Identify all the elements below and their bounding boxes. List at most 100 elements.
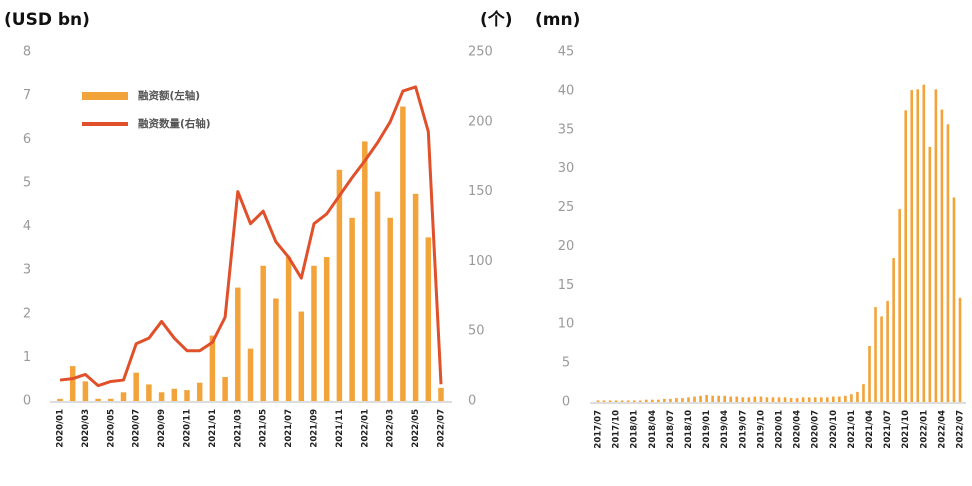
bar (222, 377, 228, 401)
x-tick-label: 2017/10 (612, 410, 622, 449)
bar (632, 400, 636, 402)
x-tick-label: 2017/07 (594, 410, 604, 449)
bar (82, 381, 89, 401)
bar (687, 397, 690, 402)
bar (323, 257, 330, 401)
x-tick-label: 2022/05 (411, 409, 421, 448)
x-tick-label: 2021/09 (310, 409, 320, 448)
x-tick-label: 2022/03 (386, 409, 396, 448)
x-tick-label: 2021/01 (208, 409, 218, 448)
bar (235, 287, 241, 401)
x-tick-label: 2022/01 (919, 410, 929, 449)
x-tick-label: 2020/09 (157, 409, 167, 448)
bar (789, 398, 793, 402)
y-tick-label: 3 (23, 263, 31, 278)
bar (669, 398, 672, 402)
x-tick-label: 2021/05 (259, 409, 269, 448)
bar (904, 110, 907, 402)
x-tick-label: 2020/05 (106, 409, 116, 448)
y2-tick-label: 0 (468, 394, 476, 409)
bar (910, 90, 914, 402)
y-tick-label: 5 (562, 356, 570, 371)
bar (862, 384, 865, 402)
bar (425, 237, 432, 401)
bar (759, 396, 763, 402)
bar (608, 400, 612, 402)
bar (844, 395, 847, 402)
bar (438, 387, 444, 401)
bar (614, 400, 618, 402)
y-tick-label: 45 (558, 45, 575, 60)
bar (952, 197, 956, 402)
bar (663, 398, 666, 402)
x-tick-label: 2020/07 (811, 410, 821, 449)
x-tick-label: 2021/04 (865, 410, 875, 449)
x-tick-label: 2022/07 (956, 410, 966, 449)
y-axis-label: (USD bn) (4, 10, 90, 30)
bar (832, 396, 835, 402)
y-tick-label: 7 (23, 88, 31, 103)
y-tick-label: 15 (558, 278, 575, 293)
bar (723, 395, 726, 402)
bar (626, 400, 630, 402)
bar (928, 146, 932, 402)
bar (681, 398, 684, 402)
bar (874, 307, 877, 402)
bar (657, 399, 660, 402)
y-tick-label: 4 (23, 219, 31, 234)
bar (120, 392, 127, 401)
bar (675, 398, 678, 402)
y-tick-label: 40 (558, 83, 575, 98)
bar (838, 396, 841, 402)
bar (850, 394, 853, 402)
bar (644, 399, 648, 402)
y-tick-label: 10 (558, 317, 575, 332)
legend-swatch (82, 92, 128, 100)
legend-label: 融资额(左轴) (138, 89, 200, 102)
bar (133, 372, 139, 401)
bar (596, 400, 600, 402)
x-tick-label: 2019/07 (738, 410, 748, 449)
bar (922, 84, 926, 403)
bar (298, 311, 305, 401)
bar (184, 390, 190, 401)
bar (741, 397, 745, 402)
bar (711, 395, 714, 402)
x-tick-label: 2021/11 (335, 409, 345, 448)
line (59, 85, 443, 388)
bar (946, 124, 950, 402)
bar (412, 193, 419, 401)
bar (940, 109, 944, 403)
bar (374, 191, 381, 401)
y-tick-label: 2 (23, 306, 31, 321)
bar (813, 397, 817, 402)
bar (158, 392, 165, 401)
bar (311, 265, 317, 401)
x-tick-label: 2018/01 (630, 410, 640, 449)
y-tick-label: 1 (23, 350, 31, 365)
bar (362, 141, 368, 401)
x-tick-label: 2018/04 (648, 410, 658, 449)
y-tick-label: 25 (558, 200, 575, 215)
bar (693, 396, 696, 402)
bar (273, 298, 279, 401)
bar (795, 398, 799, 402)
bar (336, 169, 343, 401)
bar (958, 297, 962, 402)
bar (753, 396, 757, 402)
bar (783, 397, 787, 402)
y-axis-label: (mn) (535, 10, 580, 30)
x-tick-label: 2021/03 (233, 409, 243, 448)
x-tick-label: 2022/07 (437, 409, 447, 448)
y-tick-label: 6 (23, 132, 31, 147)
y-tick-label: 0 (23, 394, 31, 409)
y-tick-label: 20 (558, 239, 575, 254)
bar (651, 399, 654, 402)
bar (934, 89, 938, 402)
y2-tick-label: 100 (468, 254, 493, 269)
x-tick-label: 2019/01 (702, 410, 712, 449)
y2-tick-label: 200 (468, 114, 493, 129)
x-tick-label: 2021/01 (847, 410, 857, 449)
bar (209, 335, 216, 401)
bar (57, 398, 63, 401)
